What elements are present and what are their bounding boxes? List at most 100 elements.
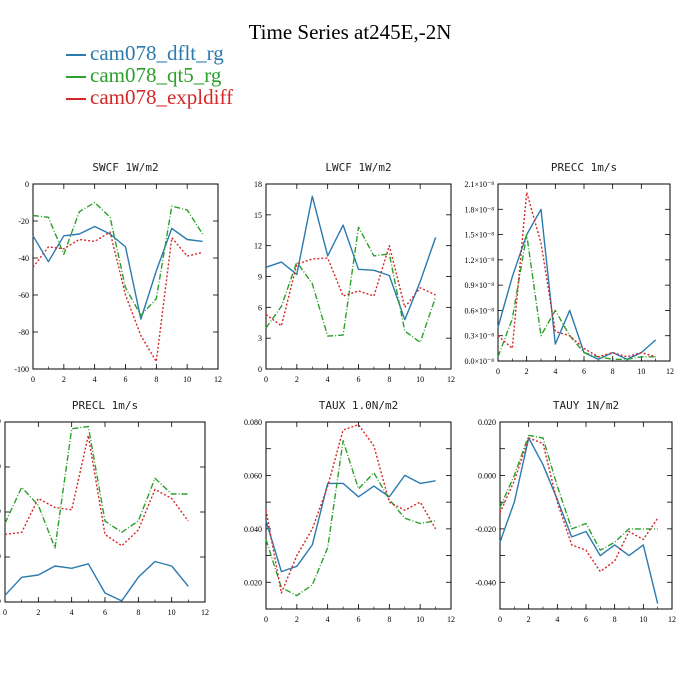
x-tick-label: 0: [3, 608, 7, 617]
y-tick-label: 0.060: [244, 471, 262, 480]
y-tick-label: 15: [254, 211, 262, 220]
y-tick-label: 0.020: [244, 578, 262, 587]
series-line-1: [497, 233, 656, 360]
x-tick-label: 4: [70, 608, 74, 617]
y-tick-label: -60: [18, 291, 29, 300]
panel-title: PRECC 1m/s: [551, 161, 617, 174]
x-tick-label: 8: [611, 367, 615, 376]
series-line-1: [32, 201, 204, 317]
x-tick-label: 6: [357, 615, 361, 624]
panel-title: TAUX 1.0N/m2: [319, 399, 398, 412]
x-tick-label: 8: [387, 615, 391, 624]
y-tick-label: 8.0×10⁻⁹: [0, 418, 1, 427]
series-line-2: [499, 437, 659, 573]
y-tick-label: 0.000: [478, 471, 496, 480]
y-tick-label: 12: [254, 242, 262, 251]
legend-swatch: [66, 98, 86, 101]
y-tick-label: 0.040: [244, 525, 262, 534]
legend: cam078_dflt_rg cam078_qt5_rg cam078_expl…: [66, 42, 233, 108]
y-tick-label: 2.0×10⁻⁹: [0, 553, 1, 562]
x-tick-label: 2: [527, 615, 531, 624]
x-tick-label: 0: [264, 615, 268, 624]
y-tick-label: 1.8×10⁻⁸: [464, 205, 494, 214]
y-tick-label: -0.040: [475, 578, 496, 587]
series-line-1: [265, 440, 436, 597]
legend-item-expldiff: cam078_expldiff: [66, 86, 233, 108]
x-tick-label: 12: [201, 608, 209, 617]
y-tick-label: 0.3×10⁻⁸: [464, 332, 494, 341]
y-tick-label: 0.6×10⁻⁸: [464, 306, 494, 315]
panel-title: PRECL 1m/s: [72, 399, 138, 412]
x-tick-label: 10: [183, 375, 191, 384]
y-tick-label: 2.1×10⁻⁸: [464, 180, 494, 189]
chart-panel-0: SWCF 1W/m2 0 2 4 6 8 10 12 -100 -80 -60 -40 -20 0: [14, 161, 222, 384]
x-tick-label: 8: [387, 375, 391, 384]
series-line-0: [4, 560, 189, 602]
x-tick-label: 12: [214, 375, 222, 384]
x-tick-label: 2: [62, 375, 66, 384]
y-tick-label: -80: [18, 328, 29, 337]
x-tick-label: 12: [666, 367, 674, 376]
y-tick-label: 0.0×10⁻⁹: [0, 598, 1, 607]
legend-item-dflt: cam078_dflt_rg: [66, 42, 233, 64]
series-line-2: [32, 231, 203, 363]
x-tick-label: 4: [326, 375, 330, 384]
x-tick-label: 6: [357, 375, 361, 384]
panel-title: SWCF 1W/m2: [92, 161, 158, 174]
x-tick-label: 12: [668, 615, 676, 624]
y-tick-label: 0: [25, 180, 29, 189]
x-tick-label: 2: [295, 615, 299, 624]
x-tick-label: 4: [326, 615, 330, 624]
legend-label: cam078_qt5_rg: [90, 63, 222, 87]
series-line-2: [265, 244, 436, 327]
x-tick-label: 10: [416, 615, 424, 624]
x-tick-label: 4: [553, 367, 557, 376]
legend-label: cam078_expldiff: [90, 85, 234, 109]
chart-panel-5: TAUY 1N/m2 0 2 4 6 8 10 12 -0.040 -0.020 0.000 0.02…: [475, 399, 676, 624]
plot-frame: [497, 183, 671, 362]
x-tick-label: 8: [613, 615, 617, 624]
x-tick-label: 10: [639, 615, 647, 624]
x-tick-label: 12: [447, 615, 455, 624]
y-tick-label: -40: [18, 254, 29, 263]
x-tick-label: 2: [36, 608, 40, 617]
series-line-0: [32, 225, 203, 320]
x-tick-label: 6: [103, 608, 107, 617]
legend-item-qt5: cam078_qt5_rg: [66, 64, 233, 86]
legend-swatch: [66, 54, 86, 57]
series-line-0: [265, 195, 437, 321]
y-tick-label: 4.0×10⁻⁹: [0, 508, 1, 517]
x-tick-label: 10: [168, 608, 176, 617]
series-line-2: [265, 424, 437, 594]
y-tick-label: 6.0×10⁻⁹: [0, 463, 1, 472]
y-tick-label: 18: [254, 180, 262, 189]
page-title: Time Series at245E,-2N: [248, 20, 452, 44]
series-line-1: [265, 226, 437, 343]
y-tick-label: 0.0×10⁻⁸: [464, 357, 494, 366]
y-tick-label: 1.5×10⁻⁸: [464, 231, 494, 240]
series-line-0: [497, 208, 657, 360]
chart-panel-2: PRECC 1m/s 0 2 4 6 8 10 12 0.0×10⁻⁸ 0.3×10⁻⁸ 0.6×1…: [464, 161, 674, 376]
x-tick-label: 4: [555, 615, 559, 624]
y-tick-label: 0: [258, 365, 262, 374]
series-line-1: [4, 425, 189, 549]
x-tick-label: 12: [447, 375, 455, 384]
y-tick-label: 0.9×10⁻⁸: [464, 281, 494, 290]
panel-title: TAUY 1N/m2: [553, 399, 619, 412]
y-tick-label: 1.2×10⁻⁸: [464, 256, 494, 265]
x-tick-label: 0: [496, 367, 500, 376]
y-tick-label: 0.020: [478, 418, 496, 427]
series-line-0: [499, 437, 659, 604]
plot-frame: [32, 183, 219, 370]
series-line-0: [265, 474, 436, 573]
y-tick-label: 9: [258, 273, 262, 282]
legend-swatch: [66, 76, 86, 79]
series-line-2: [497, 191, 656, 358]
x-tick-label: 10: [416, 375, 424, 384]
y-tick-label: 0.080: [244, 418, 262, 427]
x-tick-label: 8: [154, 375, 158, 384]
x-tick-label: 6: [124, 375, 128, 384]
legend-label: cam078_dflt_rg: [90, 41, 224, 65]
